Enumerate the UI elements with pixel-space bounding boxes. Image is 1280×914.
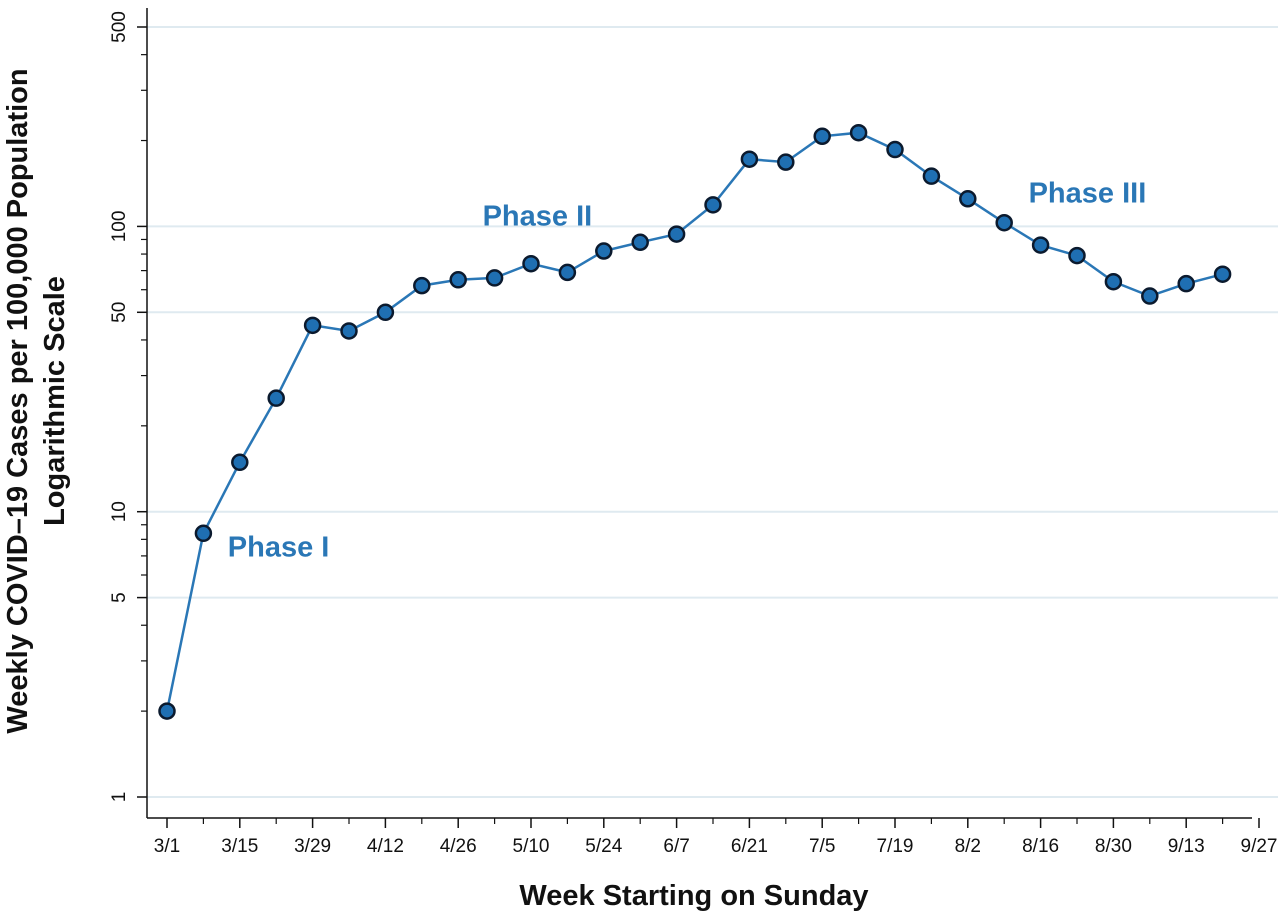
x-tick-label-11: 8/2 [955, 836, 981, 857]
x-tick-label-13: 8/30 [1095, 836, 1132, 857]
data-point-5/3 [485, 269, 504, 287]
data-point-5/10 [522, 254, 540, 273]
data-point-7/19 [886, 140, 904, 159]
x-tick-label-6: 5/24 [585, 836, 622, 857]
y-axis-title: Weekly COVID–19 Cases per 100,000 Popula… [2, 68, 34, 733]
data-point-8/16 [1031, 236, 1050, 254]
data-point-4/12 [376, 303, 395, 322]
data-point-6/7 [667, 225, 686, 243]
data-point-9/13 [1177, 274, 1195, 293]
y-tick-label-3: 50 [109, 302, 130, 323]
series-line [165, 131, 1223, 712]
phase-label-3: Phase III [1029, 178, 1147, 210]
x-tick-label-10: 7/19 [877, 836, 914, 857]
x-tick-label-14: 9/13 [1168, 836, 1205, 857]
x-tick-label-15: 9/27 [1241, 836, 1278, 857]
y-tick-label-5: 500 [109, 11, 130, 43]
x-tick-label-1: 3/15 [221, 836, 258, 857]
data-point-9/6 [1141, 287, 1159, 305]
y-axis-ticks: 1 5 10 50 100 500 [109, 11, 147, 802]
data-point-3/29 [303, 316, 322, 335]
phase-label-2: Phase II [483, 201, 593, 233]
gridlines [147, 26, 1278, 798]
data-point-8/30 [1104, 272, 1123, 291]
data-point-4/19 [413, 276, 431, 295]
data-point-8/23 [1068, 246, 1086, 265]
x-tick-label-4: 4/26 [440, 836, 477, 857]
x-tick-label-12: 8/16 [1022, 836, 1059, 857]
phase-label-1: Phase I [228, 532, 330, 564]
x-axis-title: Week Starting on Sunday [519, 880, 868, 912]
y-axis-subtitle: Logarithmic Scale [39, 276, 71, 526]
data-point-9/20 [1213, 265, 1232, 283]
data-point-7/12 [849, 123, 868, 142]
x-tick-label-7: 6/7 [663, 836, 689, 857]
data-point-8/2 [959, 190, 977, 208]
data-points [158, 123, 1232, 720]
data-point-6/21 [740, 150, 759, 168]
data-point-8/9 [995, 213, 1013, 232]
data-point-4/5 [340, 322, 358, 340]
x-tick-label-5: 5/10 [513, 836, 550, 857]
y-tick-label-1: 5 [109, 592, 130, 603]
data-point-3/22 [267, 389, 285, 407]
x-tick-label-2: 3/29 [294, 836, 331, 857]
data-point-3/1 [158, 702, 176, 720]
data-point-6/14 [704, 196, 722, 214]
data-point-5/31 [631, 233, 649, 252]
data-point-7/26 [922, 167, 941, 185]
phase-annotations: Phase I Phase II Phase III [228, 178, 1146, 564]
x-tick-label-9: 7/5 [809, 836, 835, 857]
data-point-4/26 [449, 271, 467, 289]
data-point-5/17 [558, 263, 577, 282]
x-tick-label-3: 4/12 [367, 836, 404, 857]
x-axis-ticks: 3/1 3/15 3/29 4/12 4/26 5/10 5/24 6/7 6/21 7/5 7/1… [154, 818, 1278, 857]
data-point-3/8 [194, 524, 213, 543]
y-tick-label-4: 100 [109, 211, 130, 243]
y-tick-label-0: 1 [109, 792, 130, 803]
x-tick-label-0: 3/1 [154, 836, 180, 857]
data-point-6/28 [777, 153, 795, 171]
y-tick-label-2: 10 [109, 501, 130, 522]
data-point-7/5 [813, 127, 831, 146]
data-point-5/24 [595, 242, 613, 260]
data-point-3/15 [231, 453, 249, 472]
x-tick-label-8: 6/21 [731, 836, 768, 857]
